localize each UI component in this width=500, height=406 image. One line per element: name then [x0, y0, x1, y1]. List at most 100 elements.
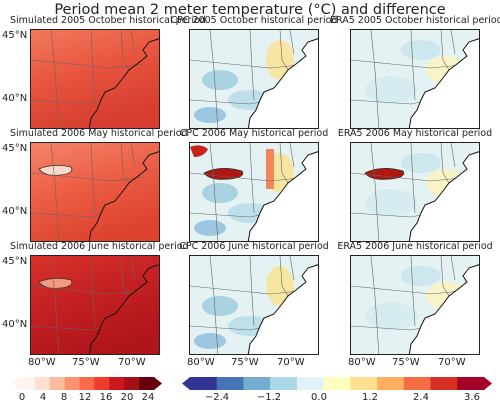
ocean-mask: [248, 38, 318, 128]
state-border: [279, 143, 289, 184]
anomaly-patch: [401, 40, 441, 60]
colorbar-swatch: [457, 377, 485, 390]
state-border: [110, 289, 144, 295]
anomaly-patch: [194, 107, 226, 123]
colorbar-swatch: [64, 377, 81, 390]
map-panel-cpc-2: [189, 142, 319, 242]
colorbar-swatch: [350, 377, 378, 390]
difference-tick-label: 3.6: [464, 392, 480, 403]
colorbar-swatch: [377, 377, 405, 390]
colorbar-swatch: [20, 377, 36, 390]
coastline: [247, 151, 318, 241]
state-border: [410, 143, 416, 214]
state-border: [351, 172, 432, 182]
panel-title-simulated-1: Simulated 2005 October historical period: [10, 15, 206, 26]
state-border: [120, 30, 130, 71]
state-border: [450, 143, 456, 168]
colorbar-extend-low: [182, 377, 190, 390]
state-border: [120, 256, 130, 297]
colorbar-swatch: [49, 377, 66, 390]
lake-warm-anomaly: [190, 145, 208, 157]
difference-tick-label: −2.4: [204, 392, 230, 403]
colorbar-swatch: [216, 377, 244, 390]
anomaly-patch: [194, 333, 226, 349]
state-border: [289, 143, 295, 168]
state-border: [31, 99, 102, 105]
state-border: [450, 256, 456, 281]
state-border: [31, 59, 112, 69]
state-border: [351, 212, 422, 218]
state-border: [130, 143, 136, 168]
anomaly-patch: [401, 266, 441, 286]
ocean-mask: [248, 151, 318, 241]
colorbar-extend-high: [154, 377, 162, 390]
temperature-tick-label: 8: [60, 392, 68, 403]
map-panel-era5-3: [350, 255, 480, 355]
difference-tick-label: 1.2: [362, 392, 378, 403]
state-border: [370, 143, 380, 241]
ocean-mask: [248, 264, 318, 354]
panel-title-cpc-1: CPC 2005 October historical period: [170, 15, 338, 26]
state-border: [31, 212, 102, 218]
colorbar-swatch: [34, 377, 51, 390]
temperature-tick-label: 20: [120, 392, 134, 403]
state-border: [190, 172, 271, 182]
difference-tick-label: 0.0: [311, 392, 327, 403]
map-panel-cpc-1: [189, 29, 319, 129]
panel-title-era5-1: ERA5 2005 October historical period: [330, 15, 500, 26]
ocean-mask: [409, 151, 479, 241]
lon-label: 75°W: [72, 357, 100, 368]
warm-anomaly-strip: [266, 149, 274, 189]
lon-label: 70°W: [438, 357, 466, 368]
map-panel-simulated-3: [30, 255, 160, 355]
state-border: [50, 256, 60, 354]
anomaly-patch: [202, 70, 238, 90]
state-border: [190, 59, 271, 69]
lat-label-45n: 45°N: [2, 143, 28, 154]
panel-title-simulated-3: Simulated 2006 June historical period: [10, 241, 189, 252]
state-border: [440, 256, 450, 297]
state-border: [90, 30, 96, 101]
colorbar-swatch: [190, 377, 218, 390]
colorbar-swatch: [296, 377, 325, 390]
state-border: [289, 256, 295, 281]
temperature-tick-label: 4: [39, 392, 47, 403]
state-border: [410, 30, 416, 101]
lon-label: 80°W: [28, 357, 56, 368]
panel-title-simulated-2: Simulated 2006 May historical period: [10, 128, 188, 139]
state-border: [110, 63, 144, 69]
state-border: [351, 59, 432, 69]
temperature-field: [31, 256, 159, 354]
state-border: [450, 30, 456, 55]
ocean-mask: [409, 38, 479, 128]
state-border: [190, 212, 261, 218]
lon-label: 75°W: [231, 357, 259, 368]
coastline: [88, 264, 159, 354]
anomaly-patch: [202, 183, 238, 203]
map-panel-simulated-2: [30, 142, 160, 242]
lat-label-45n: 45°N: [2, 30, 28, 41]
colorbar-swatch: [94, 377, 110, 390]
colorbar-swatch: [403, 377, 432, 390]
state-border: [279, 30, 289, 71]
colorbar-swatch: [270, 377, 298, 390]
state-border: [440, 30, 450, 71]
state-border: [209, 30, 219, 128]
anomaly-patch: [202, 296, 238, 316]
coastline: [247, 264, 318, 354]
difference-tick-label: 2.4: [413, 392, 429, 403]
colorbar-swatch: [430, 377, 458, 390]
difference-colorbar: [182, 377, 492, 390]
map-panel-cpc-3: [189, 255, 319, 355]
colorbar-extend-low: [12, 377, 20, 390]
state-border: [249, 143, 255, 214]
colorbar-swatch: [124, 377, 140, 390]
anomaly-patch: [266, 40, 294, 80]
lon-label: 75°W: [392, 357, 420, 368]
state-border: [440, 143, 450, 184]
panel-title-cpc-3: CPC 2006 June historical period: [179, 241, 329, 252]
difference-tick-label: −1.2: [256, 392, 282, 403]
coastline: [408, 151, 479, 241]
colorbar-swatch: [79, 377, 95, 390]
lat-label-40n: 40°N: [2, 206, 28, 217]
